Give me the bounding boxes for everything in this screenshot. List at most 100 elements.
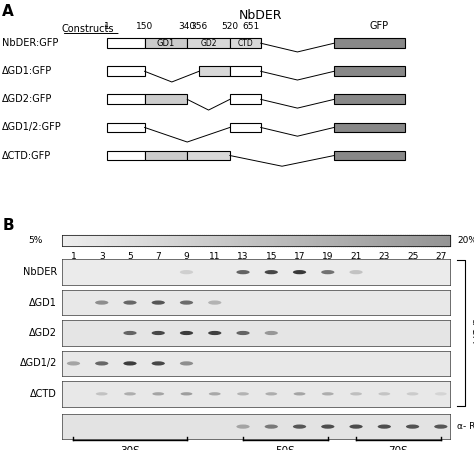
Ellipse shape (181, 392, 192, 396)
FancyBboxPatch shape (62, 414, 450, 440)
Ellipse shape (237, 392, 249, 396)
Text: 1: 1 (71, 252, 76, 261)
Text: ΔGD2:GFP: ΔGD2:GFP (2, 94, 53, 104)
Text: ΔGD1/2:GFP: ΔGD1/2:GFP (2, 122, 62, 132)
FancyBboxPatch shape (230, 38, 261, 48)
FancyBboxPatch shape (107, 38, 145, 48)
FancyBboxPatch shape (187, 38, 230, 48)
FancyBboxPatch shape (230, 94, 261, 104)
Text: 7: 7 (155, 252, 161, 261)
Text: GD2: GD2 (201, 39, 217, 48)
Ellipse shape (350, 392, 362, 396)
Text: 21: 21 (350, 252, 362, 261)
FancyBboxPatch shape (62, 320, 450, 346)
Text: 150: 150 (136, 22, 153, 32)
FancyBboxPatch shape (334, 94, 405, 104)
Text: 23: 23 (379, 252, 390, 261)
Ellipse shape (208, 331, 221, 335)
Text: Constructs: Constructs (62, 24, 114, 34)
FancyBboxPatch shape (334, 122, 405, 132)
FancyBboxPatch shape (230, 67, 261, 76)
FancyBboxPatch shape (145, 151, 187, 160)
Text: 20%: 20% (457, 236, 474, 245)
Ellipse shape (293, 270, 306, 274)
Ellipse shape (322, 392, 334, 396)
Ellipse shape (123, 331, 137, 335)
Text: 70S: 70S (389, 446, 408, 450)
Text: NbDER: NbDER (23, 267, 57, 277)
Text: 19: 19 (322, 252, 334, 261)
Text: GFP: GFP (370, 21, 389, 32)
Text: NbDER: NbDER (239, 9, 283, 22)
Text: ΔGD1:GFP: ΔGD1:GFP (2, 66, 53, 76)
Text: α-GFP: α-GFP (469, 318, 474, 348)
Text: 17: 17 (294, 252, 305, 261)
FancyBboxPatch shape (145, 94, 187, 104)
Ellipse shape (237, 270, 250, 274)
Ellipse shape (67, 361, 80, 365)
Ellipse shape (293, 424, 306, 429)
FancyBboxPatch shape (187, 151, 230, 160)
FancyBboxPatch shape (107, 151, 145, 160)
FancyBboxPatch shape (62, 290, 450, 315)
FancyBboxPatch shape (62, 259, 450, 285)
Text: ΔCTD:GFP: ΔCTD:GFP (2, 150, 52, 161)
Text: 50S: 50S (275, 446, 295, 450)
Text: 340: 340 (179, 22, 196, 32)
Text: 9: 9 (183, 252, 190, 261)
Ellipse shape (180, 301, 193, 305)
Ellipse shape (434, 424, 447, 429)
Text: 651: 651 (243, 22, 260, 32)
Ellipse shape (349, 270, 363, 274)
FancyBboxPatch shape (334, 151, 405, 160)
Text: 11: 11 (209, 252, 220, 261)
Text: GD1: GD1 (157, 39, 175, 48)
Ellipse shape (95, 361, 109, 365)
FancyBboxPatch shape (230, 122, 261, 132)
Ellipse shape (180, 361, 193, 365)
Text: 3: 3 (99, 252, 105, 261)
Text: 520: 520 (221, 22, 238, 32)
Text: 1: 1 (104, 22, 109, 32)
Ellipse shape (321, 270, 335, 274)
Text: ΔGD1/2: ΔGD1/2 (19, 358, 57, 369)
Text: ΔGD2: ΔGD2 (29, 328, 57, 338)
Ellipse shape (123, 301, 137, 305)
FancyBboxPatch shape (107, 94, 145, 104)
Ellipse shape (124, 392, 136, 396)
Text: 356: 356 (191, 22, 208, 32)
FancyBboxPatch shape (62, 381, 450, 407)
Text: 15: 15 (265, 252, 277, 261)
Text: B: B (2, 218, 14, 234)
FancyBboxPatch shape (62, 351, 450, 376)
Text: CTD: CTD (237, 39, 253, 48)
Ellipse shape (407, 392, 419, 396)
Text: 25: 25 (407, 252, 418, 261)
Ellipse shape (152, 392, 164, 396)
Text: ΔCTD: ΔCTD (30, 389, 57, 399)
Text: 30S: 30S (120, 446, 140, 450)
FancyBboxPatch shape (107, 122, 145, 132)
Ellipse shape (293, 392, 305, 396)
Text: α- RPL10: α- RPL10 (457, 422, 474, 431)
Ellipse shape (321, 424, 335, 429)
Text: 27: 27 (435, 252, 447, 261)
FancyBboxPatch shape (107, 67, 145, 76)
Ellipse shape (123, 361, 137, 365)
Ellipse shape (264, 331, 278, 335)
FancyBboxPatch shape (334, 67, 405, 76)
Ellipse shape (264, 424, 278, 429)
Ellipse shape (378, 392, 390, 396)
FancyBboxPatch shape (199, 67, 230, 76)
Ellipse shape (406, 424, 419, 429)
FancyBboxPatch shape (145, 38, 187, 48)
Ellipse shape (208, 301, 221, 305)
Ellipse shape (378, 424, 391, 429)
Ellipse shape (180, 331, 193, 335)
Text: 13: 13 (237, 252, 249, 261)
Ellipse shape (152, 301, 165, 305)
Text: A: A (2, 4, 14, 19)
Ellipse shape (237, 331, 250, 335)
Ellipse shape (265, 392, 277, 396)
Ellipse shape (180, 270, 193, 274)
